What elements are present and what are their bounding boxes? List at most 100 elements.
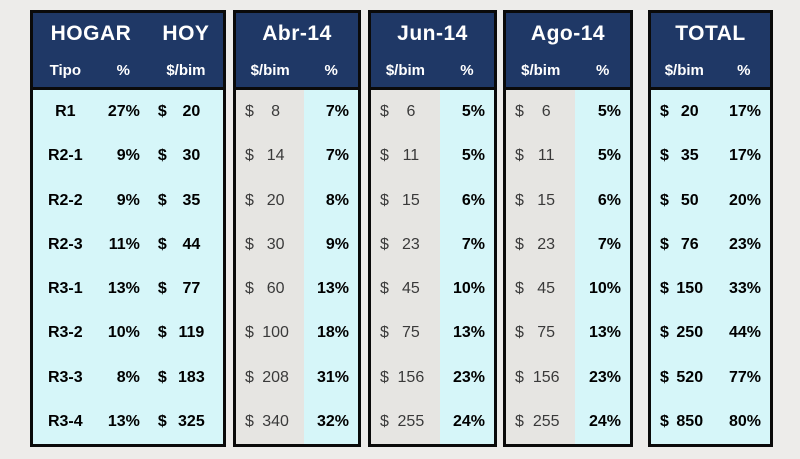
dollar-sign: $ (245, 235, 254, 253)
cell-amount: $156 (371, 355, 440, 400)
table-row: R3-2 10% $119 (33, 311, 223, 355)
table-row: R3-4 13% $325 (33, 400, 223, 444)
col-header-amount: $/bim (385, 62, 426, 79)
cell-amount: $45 (506, 267, 576, 312)
amount-value: 156 (397, 368, 425, 386)
dollar-sign: $ (515, 191, 524, 209)
table-row: $45 10% (506, 267, 630, 312)
dollar-sign: $ (157, 324, 167, 342)
amount-value: 20 (680, 103, 699, 121)
col-header-amount: $/bim (166, 62, 206, 79)
cell-amount: $15 (371, 178, 440, 223)
column-headers: $/bim % (506, 54, 630, 87)
amount-value: 60 (266, 280, 285, 298)
cell-amount: $250 (651, 311, 718, 355)
amount-value: 30 (266, 235, 285, 253)
table-row: $11 5% (371, 134, 494, 179)
dollar-sign: $ (515, 412, 524, 430)
cell-tipo: R1 (55, 103, 76, 121)
panel-ago-14: Ago-14 $/bim % $6 5% $11 5% $15 6% $23 7% $4… (503, 10, 633, 447)
table-row: R2-1 9% $30 (33, 134, 223, 178)
dollar-sign: $ (660, 280, 669, 298)
amount-value: 11 (402, 147, 420, 165)
cell-percent: 7% (325, 103, 349, 121)
panel-title: HOGAR HOY (33, 13, 223, 54)
table-row: $156 23% (506, 355, 630, 400)
cell-percent: 32% (316, 412, 349, 430)
table-body: $6 5% $11 5% $15 6% $23 7% $45 10% $75 13% $15… (371, 90, 494, 444)
cell-percent: 13% (316, 280, 349, 298)
cell-amount: $23 (506, 222, 576, 267)
table-row: R3-3 8% $183 (33, 356, 223, 400)
cell-amount: $6 (371, 90, 440, 135)
dollar-sign: $ (660, 235, 669, 253)
cell-percent: 9% (325, 235, 349, 253)
cell-percent: 18% (316, 324, 349, 342)
cell-tipo: R3-4 (47, 412, 83, 430)
dollar-sign: $ (245, 368, 254, 386)
cell-amount: $75 (371, 311, 440, 356)
column-headers: $/bim % (236, 54, 358, 87)
amount-value: 250 (676, 324, 704, 342)
cell-amount: $45 (371, 267, 440, 312)
title-hogar: HOGAR (50, 21, 132, 45)
table-header: Ago-14 $/bim % (506, 13, 630, 90)
cell-percent: 7% (597, 235, 621, 253)
amount-value: 30 (182, 147, 201, 165)
col-header-percent: % (324, 62, 338, 79)
amount-value: 150 (676, 280, 704, 298)
cell-amount: $44 (149, 223, 223, 267)
amount-value: 183 (178, 368, 205, 386)
cell-percent: 31% (316, 368, 349, 386)
table-body: R1 27% $20 R2-1 9% $30 R2-2 9% $35 R2-3 11% $44 … (33, 90, 223, 444)
cell-percent: 6% (597, 191, 621, 209)
cell-amount: $8 (236, 90, 305, 135)
panel-abr-14: Abr-14 $/bim % $8 7% $14 7% $20 8% $30 9% $6… (233, 10, 361, 447)
panel-title: TOTAL (675, 21, 746, 45)
cell-percent: 7% (461, 235, 485, 253)
table-header: TOTAL $/bim % (651, 13, 770, 90)
amount-value: 119 (178, 324, 205, 342)
cell-amount: $255 (506, 399, 576, 444)
cell-amount: $11 (506, 134, 576, 179)
table-row: $520 77% (651, 356, 770, 400)
panel-title: Ago-14 (530, 21, 606, 45)
cell-amount: $850 (651, 400, 718, 444)
col-header-percent: % (116, 62, 130, 79)
table-row: R2-3 11% $44 (33, 223, 223, 267)
table-row: $23 7% (506, 222, 630, 267)
cell-amount: $183 (149, 356, 223, 400)
cell-amount: $20 (149, 90, 223, 134)
cell-tipo: R2-3 (47, 235, 83, 253)
amount-value: 6 (406, 103, 416, 121)
col-header-percent: % (460, 62, 474, 79)
col-header-amount: $/bim (521, 62, 561, 79)
panel-hogar-hoy: HOGAR HOY Tipo % $/bim R1 27% $20 R2-1 9% $3… (30, 10, 226, 447)
table-row: $850 80% (651, 400, 770, 444)
cell-amount: $208 (236, 355, 305, 400)
cell-amount: $35 (149, 179, 223, 223)
dollar-sign: $ (157, 191, 167, 209)
table-row: $6 5% (371, 90, 494, 135)
table-row: $255 24% (506, 399, 630, 444)
amount-value: 208 (262, 368, 289, 386)
table-row: $15 6% (371, 178, 494, 223)
cell-percent: 23% (588, 368, 621, 386)
amount-value: 77 (182, 280, 201, 298)
cell-amount: $50 (651, 179, 718, 223)
table-row: $35 17% (651, 134, 770, 178)
cell-percent: 11% (108, 235, 140, 253)
amount-value: 45 (401, 280, 420, 298)
amount-value: 8 (271, 103, 281, 121)
table-header: Jun-14 $/bim % (371, 13, 494, 90)
panel-total: TOTAL $/bim % $20 17% $35 17% $50 20% $76 23… (648, 10, 773, 447)
dollar-sign: $ (157, 368, 167, 386)
amount-value: 75 (537, 324, 556, 342)
cell-amount: $325 (149, 400, 223, 444)
table-row: $23 7% (371, 222, 494, 267)
dollar-sign: $ (660, 368, 669, 386)
cell-percent: 9% (116, 191, 140, 209)
amount-value: 100 (262, 324, 289, 342)
dollar-sign: $ (380, 147, 389, 165)
table-row: $75 13% (506, 311, 630, 356)
